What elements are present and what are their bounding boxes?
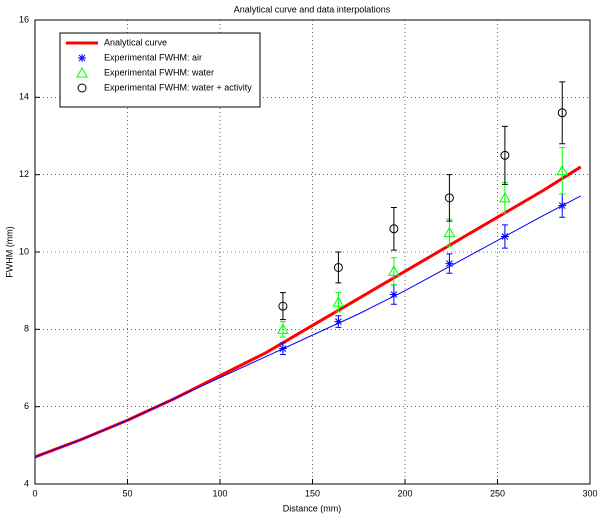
marker [499, 191, 511, 203]
error-bar [335, 251, 342, 284]
x-tick-label: 100 [212, 488, 227, 498]
y-tick-label: 14 [19, 92, 29, 102]
legend-label: Experimental FWHM: water + activity [104, 82, 252, 92]
error-bar [390, 257, 397, 286]
marker [389, 290, 398, 299]
legend-swatch [76, 66, 88, 78]
legend-box [59, 32, 261, 108]
marker [443, 226, 456, 238]
y-tick-label: 12 [19, 169, 29, 179]
y-tick-label: 6 [24, 401, 29, 411]
marker [389, 224, 399, 234]
legend-label: Experimental FWHM: air [104, 52, 202, 62]
y-axis-label: FWHM (mm) [4, 226, 14, 277]
x-axis-label: Distance (mm) [283, 503, 342, 513]
legend-swatch [78, 54, 86, 62]
y-tick-label: 16 [19, 14, 29, 24]
marker [445, 259, 454, 268]
x-tick-label: 250 [490, 488, 505, 498]
marker [277, 323, 289, 334]
legend-swatch [77, 83, 87, 93]
marker [278, 301, 288, 311]
legend-label: Experimental FWHM: water [104, 67, 214, 77]
y-tick-label: 4 [24, 478, 29, 488]
error-bar [279, 292, 286, 321]
y-tick-label: 10 [19, 246, 29, 256]
plot-frame [34, 19, 591, 485]
error-bar [559, 81, 566, 145]
chart-title: Analytical curve and data interpolations [234, 4, 391, 14]
marker [334, 317, 343, 326]
error-bar [501, 125, 508, 185]
y-tick-label: 8 [24, 324, 29, 334]
marker [388, 265, 400, 276]
marker [556, 164, 569, 176]
error-bar [446, 174, 453, 222]
x-tick-label: 150 [305, 488, 320, 498]
legend-label: Analytical curve [104, 37, 167, 47]
marker [333, 262, 343, 272]
error-bar [390, 207, 397, 251]
marker [500, 150, 510, 160]
error-bar [335, 292, 342, 313]
x-tick-label: 50 [122, 488, 132, 498]
x-tick-label: 300 [582, 488, 597, 498]
marker [557, 108, 567, 118]
marker [332, 296, 345, 307]
marker [444, 193, 454, 203]
x-tick-label: 200 [397, 488, 412, 498]
x-tick-label: 0 [32, 488, 37, 498]
error-bar [559, 147, 566, 195]
line-series [34, 195, 581, 458]
